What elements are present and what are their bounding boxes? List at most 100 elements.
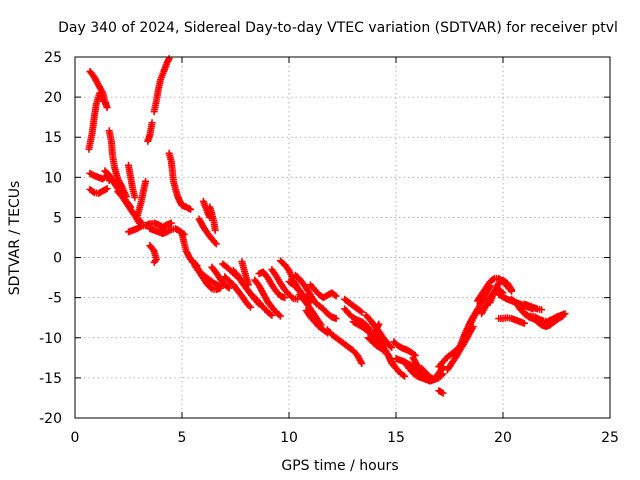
data-point [557, 313, 565, 321]
data-track [520, 300, 546, 314]
data-track [460, 282, 494, 340]
data-point [358, 308, 366, 316]
data-point [288, 293, 296, 301]
data-track [306, 281, 340, 302]
data-track [533, 312, 567, 331]
data-point [89, 188, 97, 196]
data-track [86, 67, 111, 112]
data-track [255, 268, 289, 302]
data-point [438, 388, 446, 396]
data-track [383, 350, 409, 380]
data-track [146, 219, 175, 231]
data-point [399, 371, 407, 379]
data-track [418, 364, 447, 383]
data-point [166, 226, 174, 234]
data-point [224, 283, 232, 291]
data-track [251, 276, 284, 320]
data-point [559, 312, 567, 320]
data-track [486, 276, 516, 306]
y-tick-label: -15 [39, 371, 62, 387]
data-track [435, 387, 447, 397]
data-track [133, 177, 150, 226]
y-tick-label: -5 [48, 291, 62, 307]
data-point [103, 104, 111, 112]
y-tick-label: -10 [39, 331, 62, 347]
data-point [99, 97, 107, 105]
x-tick-label: 5 [178, 430, 187, 446]
data-point [207, 284, 215, 292]
data-track [495, 314, 528, 327]
y-tick-label: 5 [53, 210, 62, 226]
data-point [331, 291, 339, 299]
data-track [165, 149, 195, 213]
data-point [489, 275, 497, 283]
data-point [358, 359, 366, 367]
data-point [244, 281, 252, 289]
x-tick-label: 10 [280, 430, 298, 446]
data-track [206, 203, 219, 234]
data-track [146, 242, 160, 266]
x-tick-label: 25 [601, 430, 619, 446]
data-point [187, 205, 195, 213]
data-point [388, 343, 396, 351]
data-track [324, 326, 366, 367]
data-points [85, 55, 569, 397]
data-track [238, 258, 252, 289]
data-point [401, 372, 409, 380]
data-point [148, 119, 156, 127]
data-point [266, 310, 274, 318]
x-axis-label: GPS time / hours [281, 458, 398, 474]
chart-title: Day 340 of 2024, Sidereal Day-to-day VTE… [58, 20, 618, 36]
data-track [390, 338, 419, 359]
plot-frame [74, 56, 611, 419]
y-tick-label: -20 [39, 411, 62, 427]
data-point [438, 371, 446, 379]
y-tick-labels: -20 -15 -10 -5 0 5 10 15 20 25 [39, 50, 62, 427]
data-point [102, 185, 110, 193]
data-track [291, 271, 321, 308]
data-point [246, 303, 254, 311]
data-point [281, 294, 289, 302]
data-track [125, 220, 154, 236]
data-point [332, 315, 340, 323]
data-track [86, 185, 111, 197]
data-track [341, 295, 366, 316]
x-tick-label: 15 [387, 430, 405, 446]
data-point [212, 240, 220, 248]
x-tick-label: 0 [71, 430, 80, 446]
data-point [185, 205, 193, 213]
data-point [167, 219, 175, 227]
y-tick-label: 20 [44, 90, 62, 106]
data-point [103, 185, 111, 193]
data-point [165, 55, 173, 63]
y-axis-label: SDTVAR / TECUs [7, 181, 23, 296]
data-point [538, 306, 546, 314]
data-track [125, 161, 139, 201]
data-track [208, 263, 233, 292]
x-tick-labels: 0 5 10 15 20 25 [71, 430, 619, 446]
data-track [302, 307, 332, 337]
data-track [191, 262, 225, 294]
data-point [211, 226, 219, 234]
x-tick-label: 20 [494, 430, 512, 446]
data-track [85, 89, 107, 153]
data-track [105, 127, 130, 201]
data-point [508, 286, 516, 294]
data-track [144, 119, 156, 145]
data-point [151, 257, 159, 265]
data-point [356, 307, 364, 315]
data-track [364, 334, 385, 352]
data-point [131, 193, 139, 201]
data-track [221, 273, 254, 311]
y-tick-label: 15 [44, 130, 62, 146]
data-point [439, 389, 447, 397]
data-point [136, 223, 144, 231]
data-track [315, 302, 340, 323]
data-point [217, 284, 225, 292]
data-track [246, 290, 276, 319]
y-tick-label: 10 [44, 170, 62, 186]
data-track [146, 225, 188, 238]
data-point [332, 292, 340, 300]
data-point [276, 312, 284, 320]
